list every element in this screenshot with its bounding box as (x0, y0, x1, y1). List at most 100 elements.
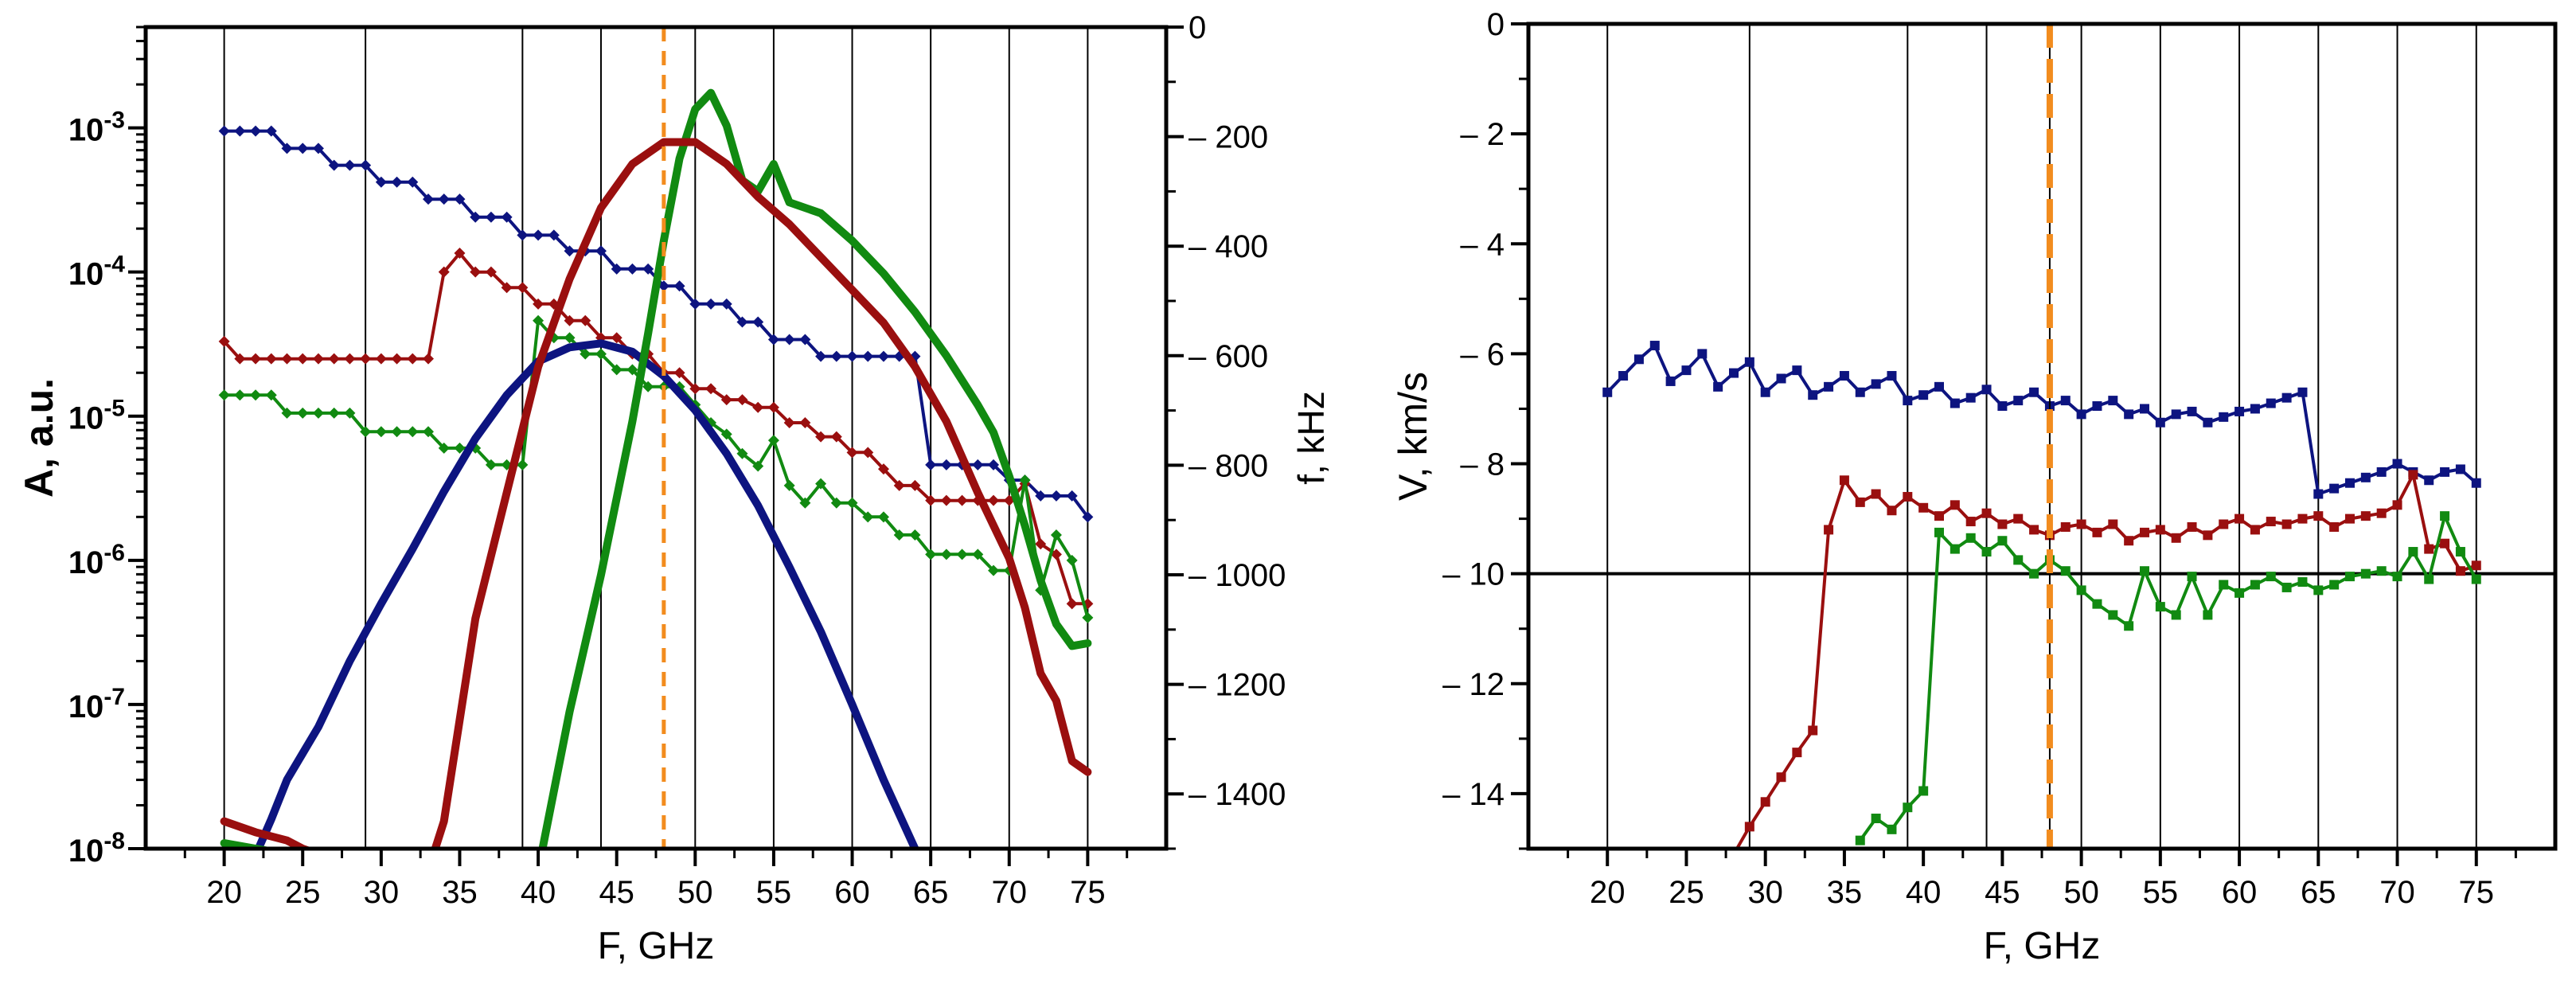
y-tick-label: 10-4 (68, 252, 125, 292)
data-point (972, 459, 984, 471)
data-point (297, 353, 309, 365)
data-point (344, 407, 356, 419)
data-point (2076, 519, 2086, 529)
data-point (862, 447, 874, 459)
data-point (2108, 519, 2118, 529)
data-point (1965, 392, 1976, 403)
y-tick-label: 10-6 (68, 540, 125, 580)
data-point (2140, 404, 2149, 414)
y-tick-label: – 6 (1460, 337, 1505, 372)
data-point (265, 353, 277, 365)
data-point (2297, 513, 2308, 524)
data-point (1934, 527, 1944, 537)
data-point (767, 435, 779, 447)
data-point (423, 426, 435, 438)
data-point (2440, 467, 2450, 477)
data-point (438, 266, 450, 278)
data-point (2013, 396, 2024, 406)
x-tick-label: 60 (834, 875, 870, 910)
y2-axis-label: f, kHz (1290, 391, 1332, 485)
data-point (642, 381, 654, 392)
data-point (846, 350, 858, 362)
data-point (360, 159, 372, 171)
y-tick-label: – 8 (1460, 447, 1505, 482)
data-point (580, 348, 591, 360)
plot-frame (1526, 21, 2558, 851)
x-tick-label: 35 (1827, 875, 1863, 910)
data-point (1792, 365, 1802, 376)
data-point (438, 193, 450, 205)
x-tick-label: 55 (2143, 875, 2179, 910)
data-point (2029, 568, 2039, 579)
x-tick-label: 55 (756, 875, 792, 910)
data-point (689, 298, 701, 310)
data-point (799, 334, 811, 346)
data-point (501, 211, 513, 223)
data-point (2297, 387, 2308, 397)
data-point (1981, 547, 1992, 557)
data-point (2155, 602, 2165, 612)
data-point (752, 316, 764, 328)
data-point (1066, 490, 1078, 502)
data-point (2203, 417, 2213, 428)
data-point (925, 494, 937, 506)
data-point (234, 389, 246, 401)
data-point (940, 494, 952, 506)
data-point (815, 478, 827, 490)
data-point (1824, 525, 1834, 535)
data-point (2187, 521, 2197, 532)
data-point (673, 280, 685, 292)
y2-tick-label: – 400 (1188, 229, 1268, 264)
data-point (1934, 381, 1944, 392)
data-point (705, 383, 717, 395)
data-point (1871, 379, 1881, 389)
data-point (391, 176, 403, 188)
data-point (956, 549, 968, 560)
data-point (1066, 554, 1078, 566)
data-point (470, 211, 482, 223)
data-point (2029, 525, 2039, 535)
data-point (2313, 511, 2324, 521)
data-point (2424, 475, 2434, 486)
data-point (1082, 611, 1094, 623)
data-point (1887, 506, 1897, 516)
y2-tick-label: – 1400 (1188, 777, 1286, 812)
data-point (736, 447, 748, 459)
data-point (1066, 598, 1078, 610)
data-point (2266, 517, 2276, 527)
data-point (470, 266, 482, 278)
data-point (2455, 566, 2465, 576)
data-point (2171, 409, 2181, 420)
data-point (2171, 533, 2181, 543)
data-point (218, 335, 230, 347)
data-point (877, 350, 889, 362)
y-tick-label: – 2 (1460, 117, 1505, 152)
data-point (1839, 371, 1849, 381)
x-tick-label: 20 (206, 875, 242, 910)
data-point (423, 193, 435, 205)
data-point (925, 549, 937, 560)
data-point (2392, 500, 2402, 510)
data-point (909, 479, 921, 491)
data-point (767, 401, 779, 413)
data-point (1997, 536, 2008, 546)
data-point (815, 350, 827, 362)
data-point (2076, 585, 2086, 595)
data-point (642, 263, 654, 275)
data-point (2281, 392, 2292, 403)
data-point (595, 348, 607, 360)
data-point (1050, 549, 1062, 560)
data-point (1697, 349, 1708, 359)
data-point (328, 353, 340, 365)
x-tick-label: 50 (677, 875, 713, 910)
data-point (658, 280, 669, 292)
data-point (2092, 599, 2102, 609)
x-tick-label: 20 (1590, 875, 1626, 910)
y2-tick-label: – 800 (1188, 448, 1268, 483)
data-point (2108, 396, 2118, 406)
y-tick-label: 10-8 (68, 828, 125, 869)
x-tick-label: 30 (1747, 875, 1783, 910)
data-point (815, 431, 827, 443)
data-point (297, 407, 309, 419)
data-point (517, 282, 529, 294)
